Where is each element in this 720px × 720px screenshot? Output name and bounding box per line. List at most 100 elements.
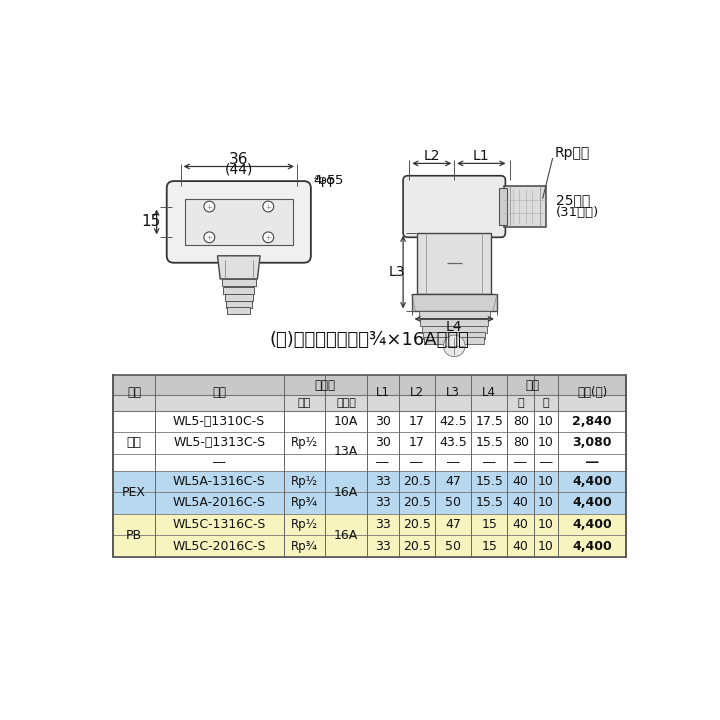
Text: 3,080: 3,080 — [572, 436, 612, 449]
Bar — [412, 294, 497, 311]
Text: 10A: 10A — [334, 415, 358, 428]
Bar — [113, 375, 626, 395]
Bar — [226, 301, 251, 308]
Text: Rpねじ: Rpねじ — [554, 146, 590, 161]
Text: 80: 80 — [513, 436, 528, 449]
Text: L4: L4 — [446, 320, 462, 333]
Bar — [223, 287, 254, 294]
Text: 4,400: 4,400 — [572, 539, 612, 552]
Text: 40: 40 — [513, 539, 528, 552]
Bar — [228, 307, 251, 315]
Text: 13A: 13A — [334, 445, 358, 458]
Text: (44): (44) — [225, 163, 253, 176]
Text: 15.5: 15.5 — [475, 475, 503, 488]
Bar — [184, 199, 293, 245]
Text: ねじ: ねじ — [297, 398, 311, 408]
Text: 17: 17 — [409, 436, 425, 449]
Circle shape — [204, 201, 215, 212]
Text: Rp¾: Rp¾ — [291, 497, 318, 510]
Bar — [420, 319, 488, 326]
Bar — [499, 188, 507, 225]
Text: WL5A-2016C-S: WL5A-2016C-S — [173, 497, 266, 510]
Bar — [424, 338, 484, 344]
Bar — [222, 279, 256, 286]
Text: 15: 15 — [482, 539, 498, 552]
Text: 20.5: 20.5 — [402, 518, 431, 531]
Text: ―: ― — [447, 456, 459, 469]
Text: 20.5: 20.5 — [402, 475, 431, 488]
Bar — [417, 233, 492, 294]
Text: 10: 10 — [538, 539, 554, 552]
Text: 40: 40 — [513, 497, 528, 510]
Text: WL5C-2016C-S: WL5C-2016C-S — [172, 539, 266, 552]
Text: 10: 10 — [538, 518, 554, 531]
FancyBboxPatch shape — [167, 181, 311, 263]
FancyBboxPatch shape — [403, 176, 505, 238]
Text: L4: L4 — [482, 387, 496, 400]
Text: 適用: 適用 — [127, 387, 141, 400]
Bar — [113, 410, 626, 432]
Text: 80: 80 — [513, 415, 528, 428]
Text: 品番: 品番 — [212, 387, 226, 400]
Text: 33: 33 — [375, 475, 390, 488]
Text: WL5C-1316C-S: WL5C-1316C-S — [173, 518, 266, 531]
Text: Rp½: Rp½ — [291, 436, 318, 449]
Text: 入数: 入数 — [526, 379, 540, 392]
Bar — [418, 311, 490, 318]
Bar — [113, 514, 626, 535]
Text: L3: L3 — [389, 265, 405, 279]
Text: WL5-　1313C-S: WL5- 1313C-S — [173, 436, 265, 449]
Text: 共用: 共用 — [127, 436, 142, 449]
Text: 15.5: 15.5 — [475, 497, 503, 510]
Text: PB: PB — [126, 528, 142, 542]
Bar — [113, 535, 626, 557]
Text: 50: 50 — [445, 539, 461, 552]
Text: 呼び径: 呼び径 — [315, 379, 336, 392]
Text: 15: 15 — [141, 215, 160, 230]
Bar — [113, 471, 626, 492]
Text: L2: L2 — [423, 149, 440, 163]
Text: 17.5: 17.5 — [475, 415, 503, 428]
Text: PEX: PEX — [122, 486, 146, 499]
Text: L1: L1 — [473, 149, 490, 163]
Text: Rp½: Rp½ — [291, 475, 318, 488]
Bar — [113, 492, 626, 514]
Text: 42.5: 42.5 — [439, 415, 467, 428]
Text: L2: L2 — [410, 387, 423, 400]
Text: 47: 47 — [445, 518, 461, 531]
Text: 43.5: 43.5 — [439, 436, 467, 449]
Text: WL5A-1316C-S: WL5A-1316C-S — [173, 475, 266, 488]
Bar — [113, 432, 626, 454]
Text: 4-φ5: 4-φ5 — [313, 174, 343, 186]
Text: Rp¾: Rp¾ — [291, 539, 318, 552]
Text: 30: 30 — [374, 415, 390, 428]
Bar — [422, 326, 487, 333]
Text: 2,840: 2,840 — [572, 415, 612, 428]
Bar — [504, 186, 546, 227]
Text: 33: 33 — [375, 539, 390, 552]
Text: 樹脂管: 樹脂管 — [336, 398, 356, 408]
Text: 50: 50 — [445, 497, 461, 510]
Text: L1: L1 — [376, 387, 390, 400]
Text: 20.5: 20.5 — [402, 539, 431, 552]
Text: 大: 大 — [518, 398, 524, 408]
Text: ―: ― — [377, 456, 389, 469]
Text: ―: ― — [540, 456, 552, 469]
Text: 4,400: 4,400 — [572, 518, 612, 531]
Text: 33: 33 — [375, 518, 390, 531]
Text: WL5-　1310C-S: WL5- 1310C-S — [173, 415, 265, 428]
Text: 17: 17 — [409, 415, 425, 428]
Circle shape — [263, 201, 274, 212]
Text: (31六角): (31六角) — [556, 206, 599, 219]
Text: 10: 10 — [538, 475, 554, 488]
Text: ―: ― — [213, 456, 225, 469]
Text: 15.5: 15.5 — [475, 436, 503, 449]
Text: 20.5: 20.5 — [402, 497, 431, 510]
Text: 小: 小 — [543, 398, 549, 408]
Text: (　)内寸法は呼び径¾×16Aです。: ( )内寸法は呼び径¾×16Aです。 — [269, 331, 469, 349]
Text: 33: 33 — [375, 497, 390, 510]
Text: 16A: 16A — [334, 528, 358, 542]
Text: 16A: 16A — [334, 486, 358, 499]
Text: 47: 47 — [445, 475, 461, 488]
Bar — [113, 454, 626, 471]
